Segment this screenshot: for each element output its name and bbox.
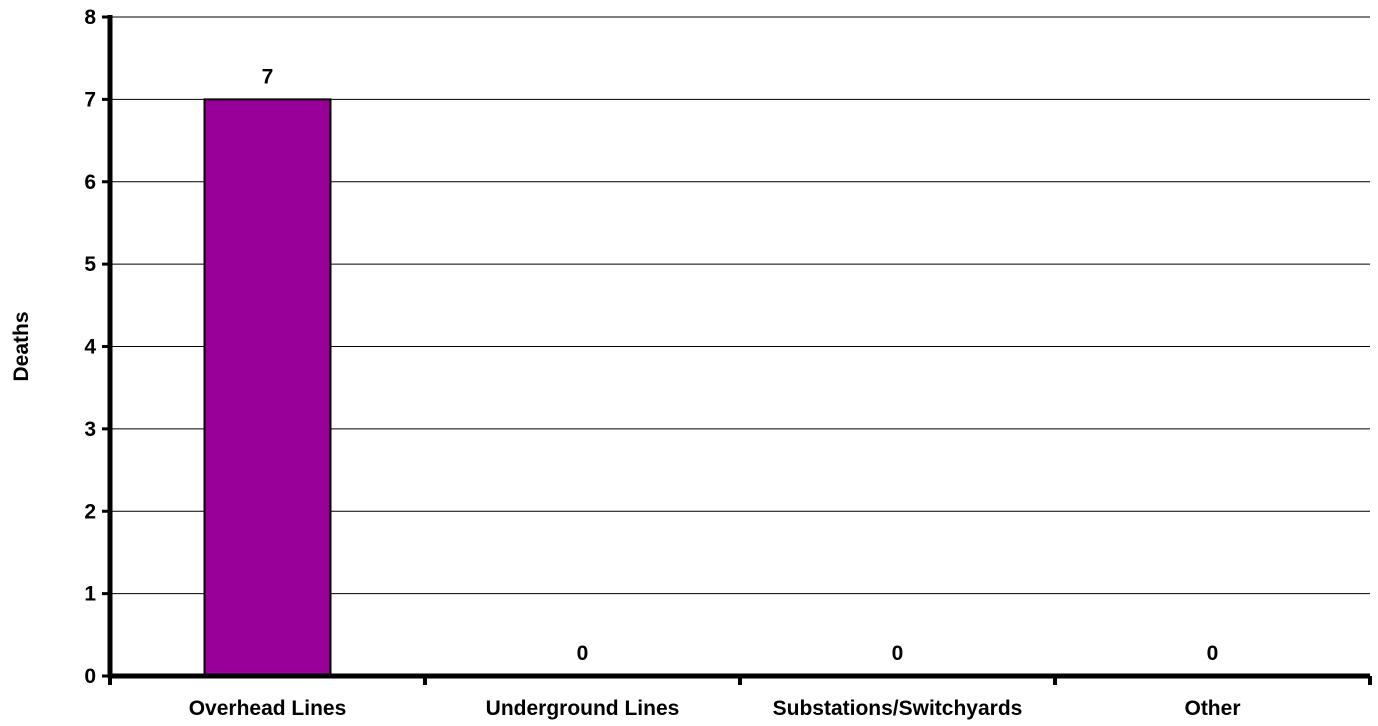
- x-tick-marks: [108, 676, 1372, 685]
- y-tick-label: 3: [84, 418, 96, 441]
- data-label: 0: [1207, 642, 1219, 665]
- data-label: 0: [892, 642, 904, 665]
- category-label: Other: [1184, 697, 1240, 720]
- y-tick-label: 6: [84, 171, 96, 194]
- y-tick-label: 1: [84, 583, 96, 606]
- y-tick-label: 7: [84, 88, 96, 111]
- y-tick-label: 0: [84, 665, 96, 688]
- y-tick-label: 2: [84, 500, 96, 523]
- bars: [203, 98, 332, 677]
- y-tick-label: 8: [84, 6, 96, 29]
- data-label: 0: [577, 642, 589, 665]
- data-label: 7: [262, 65, 274, 88]
- category-label: Overhead Lines: [189, 697, 347, 720]
- y-tick-label: 4: [84, 336, 96, 359]
- category-labels: Overhead Lines Underground Lines Substatio…: [189, 697, 1241, 720]
- y-tick-labels: 0 1 2 3 4 5 6 7 8: [84, 6, 110, 688]
- category-label: Substations/Switchyards: [773, 697, 1023, 720]
- category-label: Underground Lines: [486, 697, 680, 720]
- data-labels: 7 0 0 0: [262, 65, 1219, 665]
- y-tick-label: 5: [84, 253, 96, 276]
- bar: [203, 98, 332, 677]
- y-axis-title: Deaths: [10, 311, 33, 381]
